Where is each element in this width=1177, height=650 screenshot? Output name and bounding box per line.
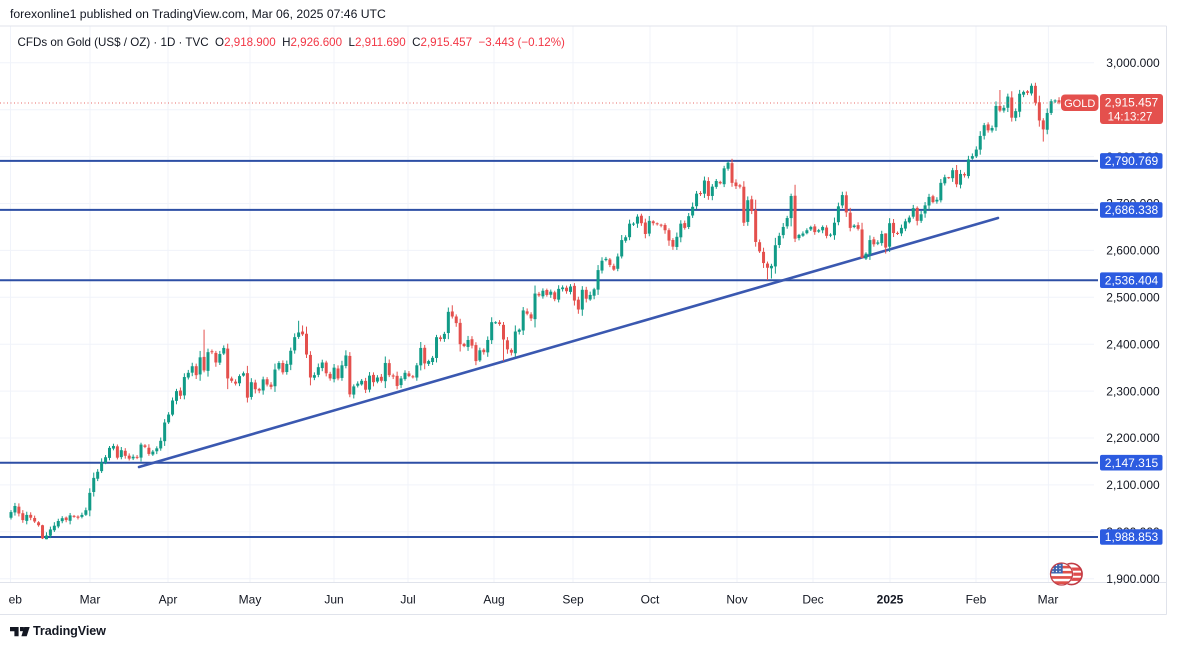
svg-text:Nov: Nov [726, 593, 747, 607]
svg-text:Dec: Dec [802, 593, 823, 607]
svg-text:Mar: Mar [80, 593, 101, 607]
svg-text:3,000.000: 3,000.000 [1106, 56, 1160, 70]
svg-text:2,400.000: 2,400.000 [1106, 337, 1160, 351]
svg-text:Jul: Jul [400, 593, 415, 607]
svg-text:2,147.315: 2,147.315 [1105, 456, 1159, 470]
svg-text:2,600.000: 2,600.000 [1106, 244, 1160, 258]
svg-text:May: May [239, 593, 262, 607]
svg-text:1,900.000: 1,900.000 [1106, 572, 1160, 586]
svg-text:GOLD: GOLD [1064, 98, 1095, 110]
svg-text:Aug: Aug [483, 593, 504, 607]
svg-text:Apr: Apr [159, 593, 178, 607]
svg-text:2,200.000: 2,200.000 [1106, 431, 1160, 445]
svg-text:2,536.404: 2,536.404 [1105, 273, 1159, 287]
svg-text:Feb: Feb [966, 593, 987, 607]
svg-text:2,100.000: 2,100.000 [1106, 478, 1160, 492]
svg-text:2025: 2025 [877, 593, 904, 607]
svg-text:2,500.000: 2,500.000 [1106, 291, 1160, 305]
svg-text:1,988.853: 1,988.853 [1105, 530, 1159, 544]
svg-text:2,686.338: 2,686.338 [1105, 203, 1159, 217]
svg-text:2,790.769: 2,790.769 [1105, 154, 1159, 168]
svg-text:2,300.000: 2,300.000 [1106, 384, 1160, 398]
svg-text:Mar: Mar [1038, 593, 1059, 607]
svg-text:Jun: Jun [324, 593, 343, 607]
svg-text:2,915.457: 2,915.457 [1105, 96, 1159, 110]
svg-text:Oct: Oct [641, 593, 660, 607]
svg-text:eb: eb [9, 593, 23, 607]
svg-text:Sep: Sep [562, 593, 584, 607]
svg-text:14:13:27: 14:13:27 [1108, 112, 1153, 124]
